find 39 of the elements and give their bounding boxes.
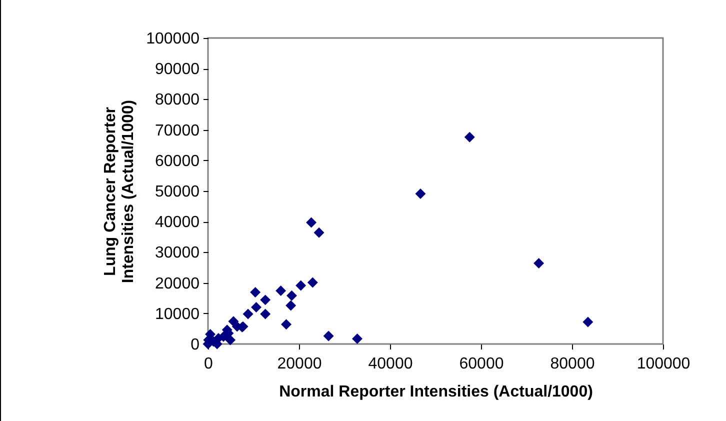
point <box>250 287 261 298</box>
point <box>260 294 271 306</box>
point <box>306 217 317 228</box>
x-tick-label: 0 <box>204 356 214 372</box>
point <box>534 258 544 268</box>
x-tick-label: 100000 <box>636 356 690 372</box>
y-tick-label: 100000 <box>146 30 200 48</box>
y-tick-label: 0 <box>190 336 200 354</box>
x-tick-label: 80000 <box>550 356 595 372</box>
x-tick-label: 20000 <box>277 356 322 372</box>
x-axis-title: Normal Reporter Intensities (Actual/1000) <box>279 384 593 400</box>
point <box>286 290 297 301</box>
point <box>225 334 236 346</box>
y-tick-label: 40000 <box>155 214 200 232</box>
x-tick-label: 40000 <box>368 356 413 372</box>
point <box>276 286 286 296</box>
point <box>323 330 334 342</box>
y-tick-label: 30000 <box>155 244 200 262</box>
point <box>464 132 475 142</box>
point <box>260 308 271 320</box>
y-tick-label: 10000 <box>155 306 200 323</box>
x-tick-label: 60000 <box>459 356 504 372</box>
point <box>352 334 362 344</box>
point <box>281 319 292 330</box>
point <box>415 188 426 199</box>
point <box>314 227 324 238</box>
y-tick-label: 70000 <box>155 122 200 140</box>
y-tick-label: 80000 <box>155 92 200 109</box>
y-tick-label: 60000 <box>155 152 200 170</box>
y-axis-title: Lung Cancer Reporter Intensities (Actual/1000) <box>102 100 138 284</box>
point <box>250 302 262 313</box>
point <box>242 308 254 320</box>
y-tick-label: 50000 <box>155 184 200 200</box>
point <box>286 300 296 311</box>
point <box>307 277 318 288</box>
y-tick-label: 90000 <box>155 61 200 78</box>
point <box>582 316 594 328</box>
y-tick-label: 20000 <box>155 275 200 292</box>
point <box>296 280 306 291</box>
